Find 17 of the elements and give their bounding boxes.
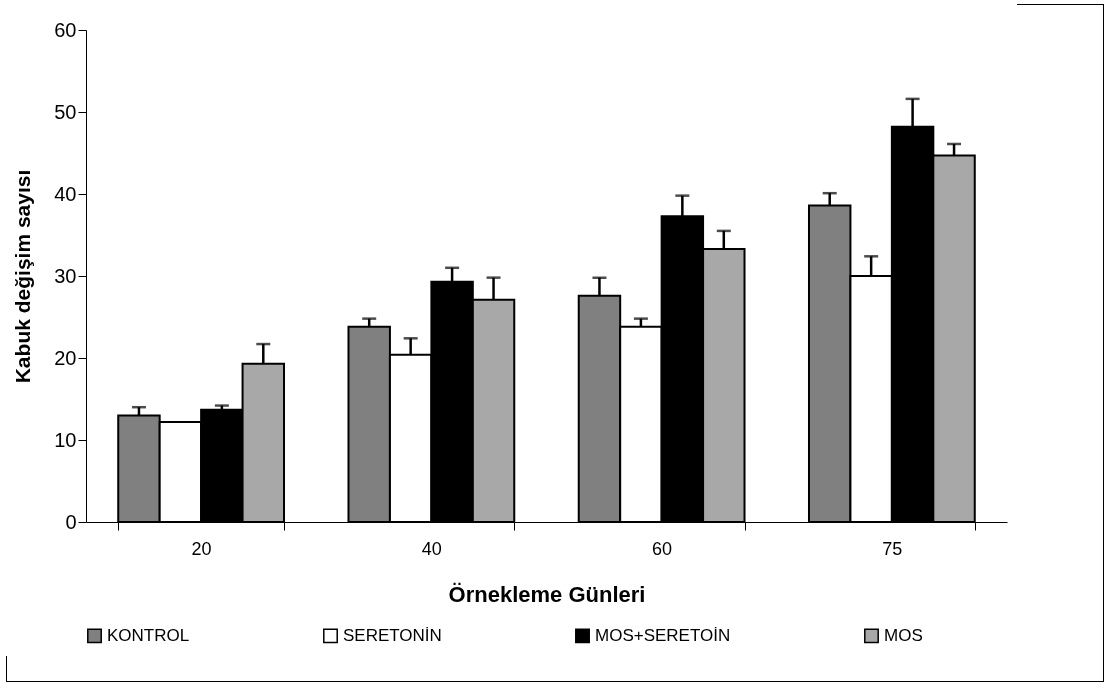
y-tick-label: 0 (65, 510, 77, 533)
x-tick-label: 20 (191, 538, 212, 559)
y-axis-title: Kabuk değişim sayısı (11, 169, 35, 384)
legend-label: SERETONİN (343, 625, 442, 645)
x-axis-title: Örnekleme Günleri (448, 581, 646, 607)
x-tick-label: 40 (421, 538, 442, 559)
x-tick-label: 60 (652, 538, 673, 559)
y-tick-label: 50 (54, 100, 77, 123)
y-tick-label: 40 (54, 182, 77, 205)
legend-label: MOS (884, 625, 923, 645)
y-tick-label: 60 (54, 18, 77, 41)
legend-label: MOS+SERETOİN (595, 625, 731, 645)
y-tick-label: 30 (54, 264, 77, 287)
x-tick-label: 75 (882, 538, 903, 559)
legend-label: KONTROL (107, 625, 190, 645)
y-tick-label: 10 (54, 428, 77, 451)
y-tick-label: 20 (54, 346, 77, 369)
